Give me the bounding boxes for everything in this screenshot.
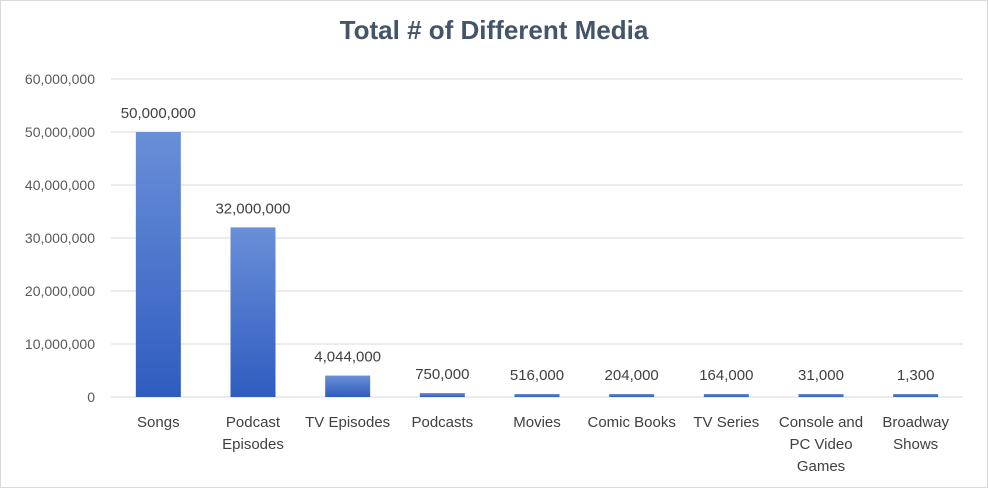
- data-label: 204,000: [605, 367, 659, 384]
- data-labels: 50,000,000 32,000,000 4,044,000 750,000 516,…: [121, 105, 935, 384]
- y-tick-label: 0: [87, 389, 95, 405]
- bar: [798, 394, 844, 397]
- category-label: TV Series: [693, 414, 759, 431]
- category-label: Comic Books: [587, 414, 675, 431]
- bar: [135, 132, 181, 397]
- y-tick-label: 10,000,000: [25, 336, 95, 352]
- data-label: 32,000,000: [215, 200, 290, 217]
- bar: [703, 394, 749, 397]
- chart-title: Total # of Different Media: [339, 15, 649, 45]
- y-tick-label: 30,000,000: [25, 230, 95, 246]
- y-tick-label: 50,000,000: [25, 124, 95, 140]
- data-label: 50,000,000: [121, 105, 196, 122]
- x-axis-categories: Songs Podcast Episodes TV Episodes Podcasts M…: [137, 414, 949, 475]
- y-axis-ticks: 0 10,000,000 20,000,000 30,000,000 40,000,00…: [25, 71, 95, 405]
- bar: [893, 394, 939, 397]
- category-label: Broadway Shows: [882, 414, 949, 453]
- bar: [514, 394, 560, 397]
- category-label: Podcast Episodes: [222, 414, 284, 453]
- y-tick-label: 20,000,000: [25, 283, 95, 299]
- data-label: 750,000: [415, 366, 469, 383]
- bar: [325, 375, 371, 397]
- category-label: Songs: [137, 414, 180, 431]
- y-tick-label: 60,000,000: [25, 71, 95, 87]
- y-tick-label: 40,000,000: [25, 177, 95, 193]
- bar: [609, 394, 655, 397]
- data-label: 4,044,000: [314, 349, 381, 366]
- category-label: TV Episodes: [305, 414, 390, 431]
- data-label: 164,000: [699, 367, 753, 384]
- category-label: Console and PC Video Games: [779, 414, 863, 475]
- data-label: 31,000: [798, 367, 844, 384]
- data-label: 516,000: [510, 367, 564, 384]
- bar: [419, 393, 465, 397]
- bar: [230, 227, 276, 397]
- category-label: Movies: [513, 414, 561, 431]
- category-label: Podcasts: [411, 414, 473, 431]
- bars: [135, 132, 939, 397]
- data-label: 1,300: [897, 367, 935, 384]
